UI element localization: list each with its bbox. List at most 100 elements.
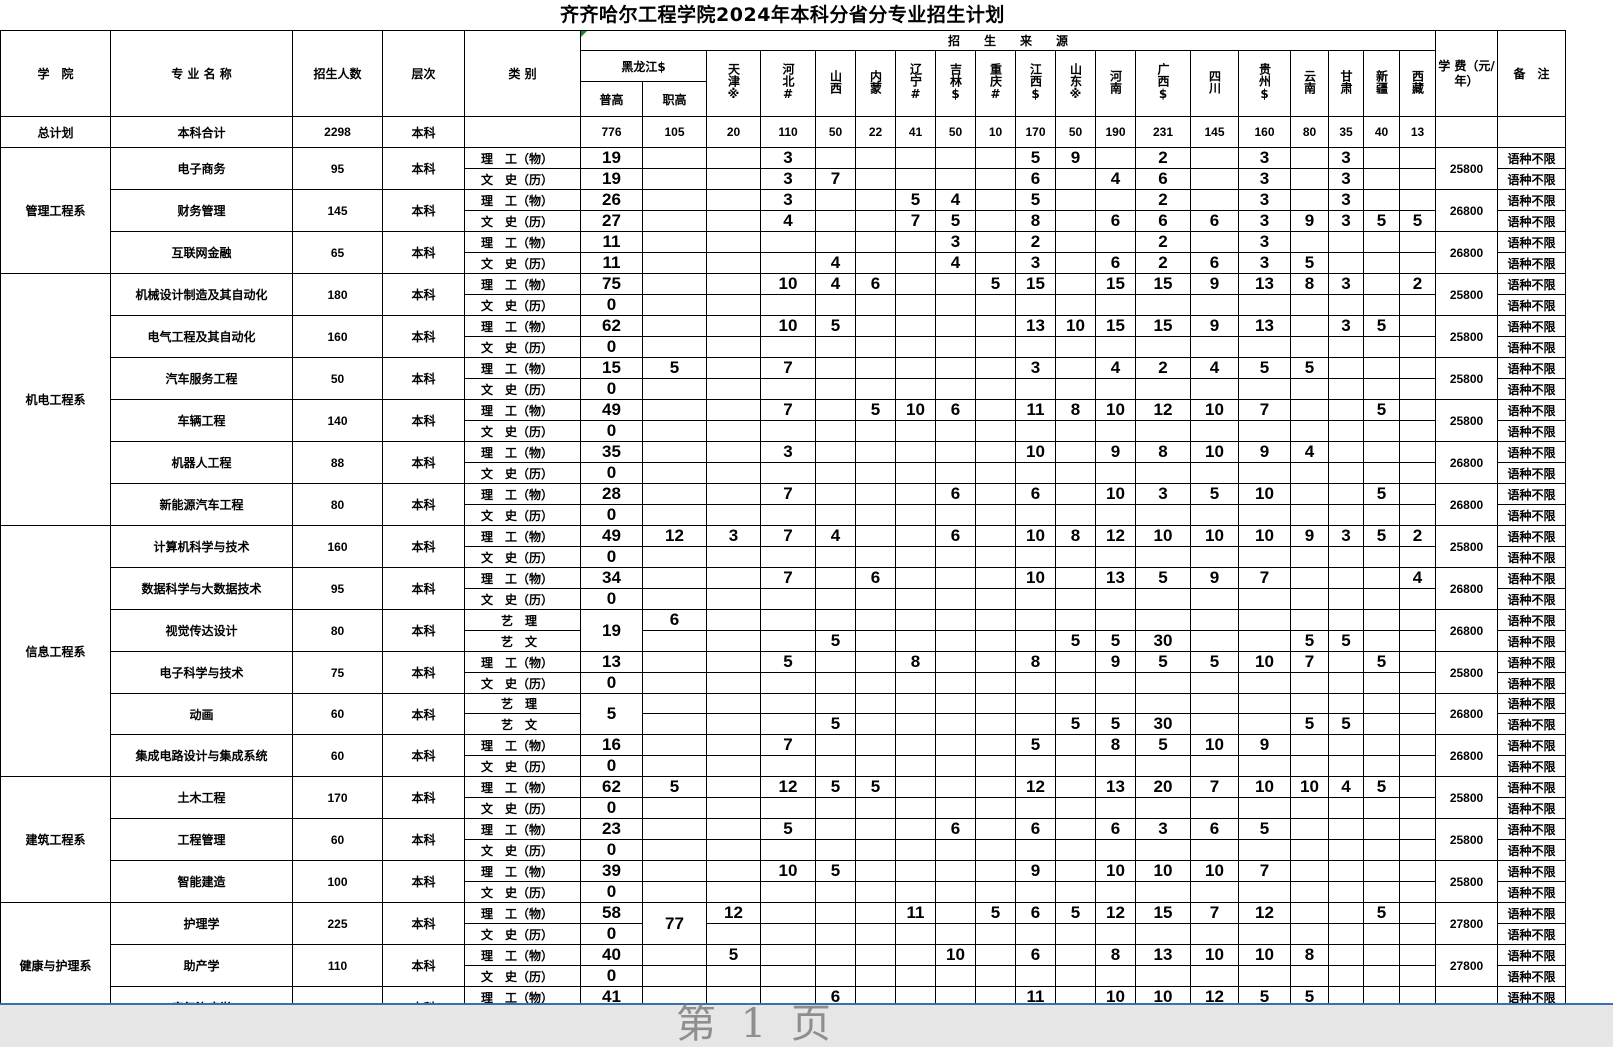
plan-cell: [895, 672, 936, 694]
table-row: 汽车服务工程 50 本科理 工（物） 15 5 7 3 4 2 4 5 5 25800 语种不限: [1, 357, 1566, 400]
plan-cell: [895, 923, 936, 946]
plan-cell: [1238, 755, 1291, 778]
major-count: 110: [292, 944, 383, 988]
plan-cell: [895, 336, 936, 358]
plan-cell: [935, 441, 976, 463]
plan-cell: [706, 546, 761, 568]
plan-cell: 6: [935, 818, 976, 841]
plan-cell: 12: [1095, 525, 1136, 547]
header-province-label: 重庆#: [988, 62, 1003, 101]
plan-cell: [1363, 189, 1400, 211]
plan-cell: [1238, 630, 1291, 652]
category-label: 艺 文: [464, 630, 581, 652]
plan-cell: [1399, 504, 1436, 526]
plan-cell: [935, 546, 976, 568]
plan-cell: [1238, 420, 1291, 442]
plan-cell: [935, 273, 976, 295]
plan-cell: [855, 294, 896, 316]
total-cell: 20: [706, 116, 761, 148]
plan-cell: [642, 210, 707, 232]
header-count: 招生人数: [292, 30, 383, 117]
plan-cell: [1055, 588, 1096, 610]
plan-cell: [975, 336, 1016, 358]
plan-cell: [1399, 672, 1436, 694]
plan-cell: [895, 944, 936, 967]
plan-cell: [975, 147, 1016, 169]
plan-cell: 5: [975, 902, 1016, 925]
plan-cell: [1015, 755, 1056, 778]
total-count: 2298: [292, 116, 383, 148]
tuition-fee: 25800: [1435, 273, 1498, 316]
plan-cell: [1238, 462, 1291, 484]
plan-cell: [815, 231, 856, 253]
plan-cell: [975, 378, 1016, 400]
tuition-fee: 25800: [1435, 147, 1498, 190]
plan-cell: [642, 797, 707, 820]
total-cell: 105: [642, 116, 707, 148]
plan-cell: [855, 525, 896, 547]
plan-cell: [895, 713, 936, 736]
plan-cell: 8: [1095, 944, 1136, 967]
plan-cell: 10: [1238, 776, 1291, 799]
major-count: 145: [292, 189, 383, 232]
plan-cell: 3: [1328, 210, 1364, 232]
plan-cell: [855, 357, 896, 379]
major-name: 车辆工程: [110, 399, 293, 442]
plan-cell: 13: [1135, 944, 1191, 967]
plan-cell: [1328, 546, 1364, 568]
total-cell: 160: [1238, 116, 1291, 148]
note-cell: 语种不限: [1497, 441, 1566, 463]
plan-cell: [1328, 252, 1364, 274]
plan-cell: [935, 294, 976, 316]
plan-cell: [855, 672, 896, 694]
plan-cell: [760, 965, 816, 988]
major-level: 本科: [382, 273, 465, 316]
header-heilongjiang: 黑龙江$: [580, 50, 707, 82]
plan-cell: [1015, 672, 1056, 694]
header-province: 新疆: [1363, 50, 1400, 117]
major-count: 95: [292, 147, 383, 190]
table-row: 财务管理 145 本科理 工（物） 26 3 5 4 5 2 3 3 26800 语种不限: [1, 189, 1566, 232]
plan-cell: 9: [1190, 273, 1239, 295]
plan-cell: [975, 923, 1016, 946]
tuition-fee: 26800: [1435, 692, 1498, 736]
plan-cell: [1095, 839, 1136, 862]
plan-cell: [895, 357, 936, 379]
tuition-fee: 26800: [1435, 483, 1498, 526]
plan-cell: [1363, 462, 1400, 484]
plan-cell: 6: [642, 609, 707, 631]
plan-cell: [1399, 944, 1436, 967]
plan-cell: [706, 420, 761, 442]
plan-cell: [706, 168, 761, 190]
plan-cell: [760, 336, 816, 358]
plan-cell: [760, 881, 816, 904]
plan-cell: 6: [1015, 168, 1056, 190]
note-cell: 语种不限: [1497, 567, 1566, 589]
tuition-fee: 27800: [1435, 944, 1498, 988]
plan-cell: [975, 839, 1016, 862]
plan-cell: [1363, 588, 1400, 610]
plan-cell: 0: [580, 881, 643, 904]
table-row: 文 史（历）0 语种不限: [1, 504, 1566, 526]
plan-cell: [855, 483, 896, 505]
total-cell: 50: [815, 116, 856, 148]
plan-cell: [1328, 692, 1364, 715]
plan-cell: [975, 734, 1016, 757]
plan-cell: [1055, 441, 1096, 463]
header-province: 内蒙: [855, 50, 896, 117]
plan-cell: 6: [1015, 483, 1056, 505]
plan-cell: [1238, 294, 1291, 316]
plan-cell: [1290, 189, 1329, 211]
table-row: 艺 文 5 5 5 30 5 5 语种不限: [1, 713, 1566, 736]
note-cell: 语种不限: [1497, 210, 1566, 232]
plan-cell: 3: [1238, 252, 1291, 274]
plan-cell: 27: [580, 210, 643, 232]
total-cell: 80: [1290, 116, 1329, 148]
plan-cell: [895, 839, 936, 862]
plan-cell: [975, 399, 1016, 421]
header-province: 云南: [1290, 50, 1329, 117]
tuition-fee: 25800: [1435, 315, 1498, 358]
plan-cell: [1095, 546, 1136, 568]
plan-cell: 19: [580, 609, 643, 652]
major-count: 180: [292, 273, 383, 316]
